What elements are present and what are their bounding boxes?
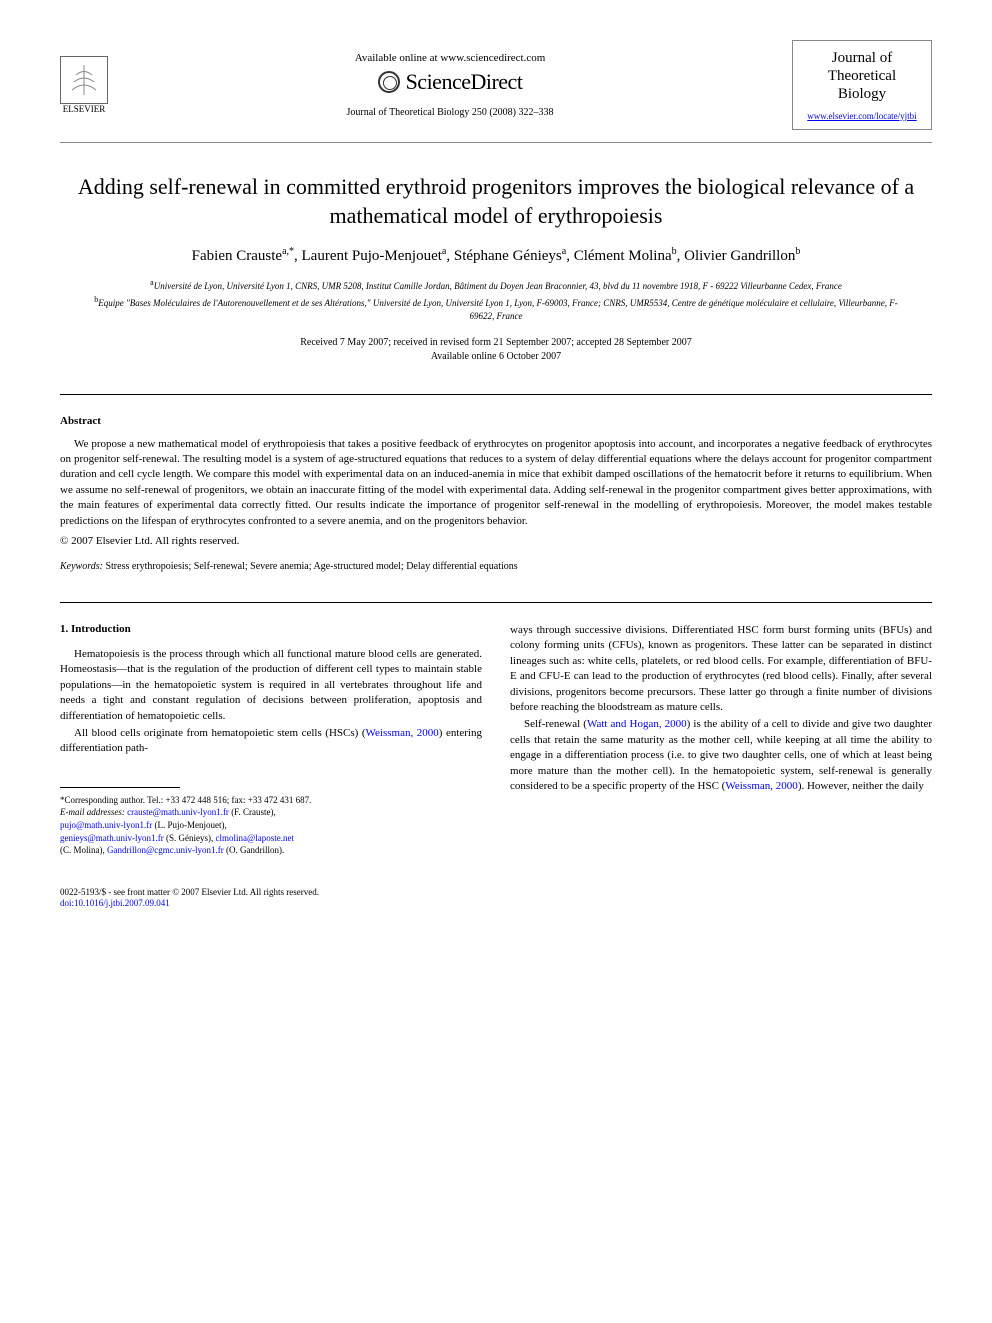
elsevier-tree-icon [60,56,108,104]
right-column: ways through successive divisions. Diffe… [510,623,932,857]
email-link[interactable]: pujo@math.univ-lyon1.fr [60,820,152,830]
body-columns: 1. Introduction Hematopoiesis is the pro… [60,623,932,857]
journal-homepage-link[interactable]: www.elsevier.com/locate/yjtbi [803,111,921,121]
citation-link[interactable]: Weissman, 2000 [366,727,439,739]
journal-cover-box: Journal of Theoretical Biology www.elsev… [792,40,932,130]
abstract-text: We propose a new mathematical model of e… [60,437,932,529]
affiliations: aUniversité de Lyon, Université Lyon 1, … [60,277,932,324]
page-header: ELSEVIER Available online at www.science… [60,40,932,143]
sciencedirect-icon [378,71,400,93]
corresponding-author-footnote: *Corresponding author. Tel.: +33 472 448… [60,794,482,857]
email-link[interactable]: crauste@math.univ-lyon1.fr [127,807,229,817]
authors-line: Fabien Craustea,*, Laurent Pujo-Menjouet… [60,246,932,265]
email-link[interactable]: genieys@math.univ-lyon1.fr [60,833,164,843]
copyright-line: © 2007 Elsevier Ltd. All rights reserved… [60,535,932,547]
sciencedirect-label: ScienceDirect [406,69,523,95]
body-paragraph: All blood cells originate from hematopoi… [60,726,482,757]
section-divider [60,394,932,395]
elsevier-logo: ELSEVIER [60,56,108,114]
header-center: Available online at www.sciencedirect.co… [108,52,792,118]
email-link[interactable]: Gandrillon@cgmc.univ-lyon1.fr [107,845,224,855]
abstract-heading: Abstract [60,415,932,427]
keywords-label: Keywords: [60,561,103,572]
keywords-line: Keywords: Stress erythropoiesis; Self-re… [60,561,932,572]
page-footer: 0022-5193/$ - see front matter © 2007 El… [60,887,932,910]
section-heading: 1. Introduction [60,623,482,635]
email-label: E-mail addresses: [60,807,125,817]
journal-name: Journal of Theoretical Biology [803,49,921,103]
body-paragraph: ways through successive divisions. Diffe… [510,623,932,715]
email-link[interactable]: clmolina@laposte.net [216,833,295,843]
article-dates: Received 7 May 2007; received in revised… [60,336,932,364]
doi-link[interactable]: doi:10.1016/j.jtbi.2007.09.041 [60,898,932,910]
available-online-text: Available online at www.sciencedirect.co… [108,52,792,64]
article-title: Adding self-renewal in committed erythro… [60,173,932,230]
body-paragraph: Hematopoiesis is the process through whi… [60,647,482,724]
left-column: 1. Introduction Hematopoiesis is the pro… [60,623,482,857]
body-paragraph: Self-renewal (Watt and Hogan, 2000) is t… [510,717,932,794]
section-divider [60,602,932,603]
keywords-text: Stress erythropoiesis; Self-renewal; Sev… [105,561,517,572]
citation-link[interactable]: Weissman, 2000 [725,780,797,792]
footnote-divider [60,787,180,788]
citation-link[interactable]: Watt and Hogan, 2000 [587,718,687,730]
publisher-name: ELSEVIER [63,104,106,114]
sciencedirect-brand: ScienceDirect [108,69,792,95]
journal-reference: Journal of Theoretical Biology 250 (2008… [108,107,792,118]
front-matter-line: 0022-5193/$ - see front matter © 2007 El… [60,887,932,899]
